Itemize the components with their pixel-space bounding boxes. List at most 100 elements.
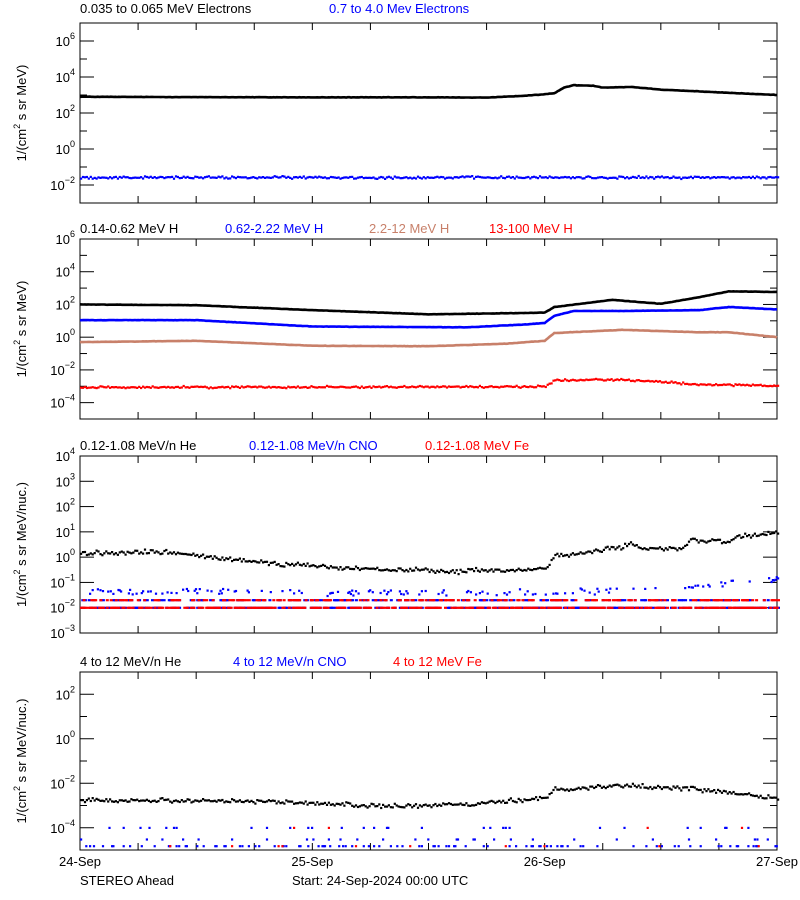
data-point	[322, 563, 325, 566]
data-point	[317, 845, 320, 848]
data-point	[611, 599, 615, 602]
data-point	[451, 599, 455, 602]
data-point	[247, 845, 250, 848]
data-point	[217, 386, 220, 389]
data-point	[169, 800, 172, 803]
data-point	[558, 599, 562, 602]
data-point	[653, 547, 656, 550]
data-point	[504, 845, 507, 848]
data-point	[643, 380, 646, 383]
data-point	[596, 784, 600, 787]
data-point	[764, 606, 768, 609]
data-point	[722, 383, 725, 386]
data-point	[484, 569, 487, 572]
data-point	[718, 790, 722, 793]
data-point	[676, 382, 679, 385]
data-point	[505, 606, 509, 609]
data-point	[585, 175, 588, 178]
data-point	[486, 801, 489, 804]
data-point	[316, 176, 319, 179]
data-point	[689, 383, 693, 386]
data-point	[492, 570, 495, 573]
data-point	[368, 805, 371, 808]
data-point	[564, 789, 567, 792]
data-point	[600, 378, 603, 381]
data-point	[186, 798, 189, 801]
data-point	[372, 176, 375, 179]
data-point	[254, 845, 257, 848]
data-point	[436, 385, 439, 388]
data-point	[467, 599, 471, 602]
data-point	[703, 176, 706, 179]
data-point	[294, 563, 298, 566]
data-point	[620, 175, 623, 178]
data-point	[337, 386, 340, 389]
data-point	[618, 175, 621, 178]
data-point	[89, 386, 92, 389]
data-point	[353, 385, 356, 388]
data-point	[209, 386, 212, 389]
data-point	[720, 791, 724, 794]
data-point	[490, 176, 493, 180]
data-point	[109, 599, 113, 602]
data-point	[653, 786, 656, 789]
data-point	[730, 606, 734, 609]
data-point	[538, 566, 542, 569]
data-point	[384, 599, 388, 602]
data-point	[426, 176, 429, 179]
data-point	[729, 845, 732, 848]
y-axis-label: 1/(cm2 s sr MeV)	[12, 65, 29, 162]
data-point	[529, 798, 532, 801]
data-point	[488, 800, 491, 803]
data-point	[525, 845, 528, 848]
data-point	[263, 560, 267, 563]
data-point	[538, 795, 542, 799]
data-point	[289, 599, 293, 602]
data-point	[349, 386, 352, 389]
data-point	[629, 379, 633, 383]
data-point	[140, 176, 143, 179]
data-point	[558, 606, 562, 609]
data-point	[149, 549, 152, 552]
data-point	[469, 385, 472, 388]
data-point	[525, 799, 528, 802]
data-point	[287, 385, 290, 388]
data-point	[351, 589, 354, 592]
data-point	[236, 599, 240, 602]
data-point	[765, 797, 768, 800]
data-point	[546, 796, 549, 799]
data-point	[742, 535, 745, 539]
data-point	[248, 385, 251, 388]
data-point	[748, 580, 751, 583]
data-point	[176, 385, 179, 388]
data-point	[582, 845, 585, 848]
data-point	[151, 799, 154, 803]
data-point	[128, 800, 131, 803]
data-point	[498, 568, 501, 571]
data-point	[655, 845, 658, 848]
data-point	[476, 569, 480, 572]
data-point	[757, 796, 760, 799]
data-point	[765, 177, 768, 180]
data-point	[97, 386, 100, 389]
data-point	[99, 553, 102, 556]
series-13-100-mev-h	[80, 377, 780, 390]
data-point	[180, 552, 183, 555]
data-point	[241, 845, 244, 848]
data-point	[305, 838, 309, 841]
data-point	[326, 594, 329, 598]
data-point	[769, 175, 772, 179]
data-point	[612, 546, 615, 549]
data-point	[455, 803, 458, 806]
data-point	[732, 176, 735, 179]
data-point	[543, 606, 547, 609]
data-point	[258, 599, 262, 602]
data-point	[161, 552, 164, 555]
data-point	[372, 567, 375, 570]
data-point	[751, 599, 755, 602]
series-line	[79, 289, 778, 316]
data-point	[322, 802, 325, 805]
data-point	[455, 606, 459, 609]
data-point	[171, 175, 174, 178]
data-point	[651, 787, 654, 791]
